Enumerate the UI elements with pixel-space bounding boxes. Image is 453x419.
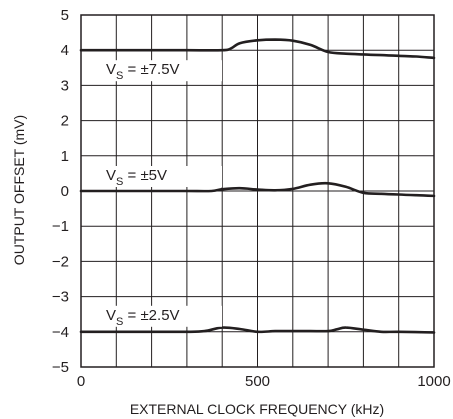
series-label-main: V [106,61,116,78]
y-tick-label: −4 [52,324,69,341]
y-tick-label: 5 [61,7,69,24]
x-tick-label: 1000 [417,373,450,390]
y-tick-label: 1 [61,148,69,165]
series-label-sub: S [116,70,123,82]
y-tick-label: 0 [61,183,69,200]
series-label-rest: = ±5V [123,167,167,184]
x-axis-label: EXTERNAL CLOCK FREQUENCY (kHz) [130,401,384,417]
series-label-backdrop [104,166,222,187]
series-line [79,326,436,334]
y-tick-label: −1 [52,218,69,235]
plot-border [80,14,435,368]
y-axis-label: OUTPUT OFFSET (mV) [11,115,27,265]
y-tick-label: 2 [61,113,69,130]
y-tick-label: −2 [52,253,69,270]
series-label: VS = ±2.5V [106,307,180,328]
series-label-backdrop [104,60,222,82]
series-label-main: V [106,307,116,324]
series-label-rest: = ±2.5V [123,307,179,324]
x-tick-label: 0 [77,373,85,390]
y-tick-label: 3 [61,77,69,94]
series-label: VS = ±7.5V [106,61,180,82]
x-tick-label: 500 [245,373,270,390]
series-label-main: V [106,167,116,184]
series-line [79,38,436,60]
series-line [79,181,436,198]
y-tick-label: 4 [61,42,69,59]
y-tick-label: −5 [52,359,69,376]
tick-labels: −5 −4 −3 −2 −1 0 1 2 3 4 5 0 500 1000 [52,7,451,390]
y-tick-label: −3 [52,289,69,306]
series-label-sub: S [116,316,123,328]
series-lines [79,38,436,334]
series-label-sub: S [116,176,123,188]
series-label-rest: = ±7.5V [123,61,179,78]
series-label-backdrop [104,305,222,327]
plot-frame [80,14,435,368]
series-label: VS = ±5V [106,167,167,188]
grid [81,15,434,367]
